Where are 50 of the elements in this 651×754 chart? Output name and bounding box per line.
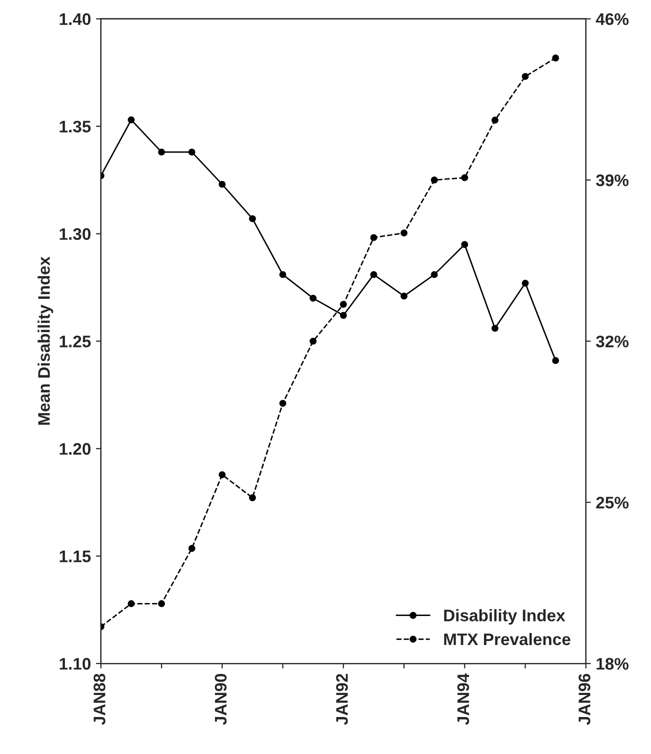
x-tick-label: JAN94 — [457, 673, 470, 725]
point — [188, 544, 196, 552]
legend-label: Disability Index — [444, 609, 566, 625]
point — [218, 180, 226, 188]
y-tick-label: 1.35 — [60, 120, 91, 133]
point — [188, 148, 196, 156]
point — [552, 357, 560, 364]
point — [128, 600, 135, 608]
point — [340, 312, 347, 319]
point — [430, 176, 438, 184]
y-tick-label: 1.20 — [60, 443, 91, 455]
point — [370, 271, 378, 278]
x-tick-label: JAN96 — [578, 674, 590, 725]
point — [128, 116, 135, 124]
x-tick-label: JAN92 — [336, 674, 348, 725]
point — [248, 215, 256, 222]
y2-tick-label: 46% — [596, 13, 629, 26]
point — [430, 271, 438, 278]
y-tick-label: 1.25 — [60, 336, 91, 348]
y2-tick-label: 39% — [596, 174, 629, 186]
x-tick-label: JAN88 — [94, 674, 106, 725]
point — [279, 271, 286, 278]
point — [158, 600, 165, 608]
y-tick-label: 1.10 — [60, 658, 91, 670]
point — [461, 241, 468, 248]
point — [400, 230, 408, 236]
point — [461, 174, 468, 182]
point — [158, 148, 165, 156]
y-tick-label: 1.40 — [60, 13, 91, 26]
point — [370, 234, 378, 242]
y-axis-title: Mean Disability Index — [38, 256, 54, 425]
point — [400, 292, 408, 300]
point — [310, 294, 317, 302]
point — [310, 338, 317, 345]
legend-label: MTX Prevalence — [444, 632, 570, 646]
point — [340, 300, 347, 308]
y2-tick-label: 32% — [596, 336, 629, 348]
point — [522, 72, 529, 80]
point — [522, 280, 529, 287]
y-tick-label: 1.15 — [60, 550, 91, 562]
y2-tick-label: 18% — [596, 658, 629, 670]
y-tick-label: 1.30 — [60, 228, 91, 240]
point — [279, 400, 286, 407]
point — [248, 494, 256, 502]
point — [491, 116, 498, 124]
point — [218, 471, 226, 478]
point — [552, 54, 560, 62]
point — [491, 324, 498, 332]
y2-tick-label: 25% — [596, 496, 629, 509]
x-tick-label: JAN90 — [214, 674, 227, 725]
